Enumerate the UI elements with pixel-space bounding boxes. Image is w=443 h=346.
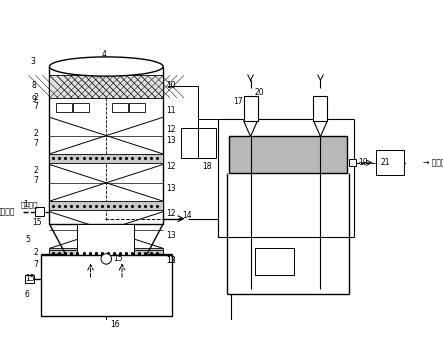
- Text: 13: 13: [167, 231, 176, 240]
- Bar: [99, 321, 113, 328]
- Text: 高炉煤气: 高炉煤气: [0, 207, 16, 216]
- Bar: [50, 75, 163, 98]
- Text: 3: 3: [30, 57, 35, 66]
- Text: 15: 15: [32, 218, 42, 227]
- Bar: [229, 136, 347, 173]
- Text: 17: 17: [233, 97, 243, 106]
- Text: 8: 8: [32, 81, 37, 90]
- Text: 高炉煤气: 高炉煤气: [20, 201, 38, 208]
- Bar: [56, 103, 72, 112]
- Bar: [350, 159, 356, 166]
- Text: 11: 11: [167, 106, 176, 115]
- Text: 12: 12: [167, 162, 176, 171]
- Bar: [113, 103, 128, 112]
- Bar: [41, 255, 172, 316]
- Text: 5: 5: [25, 235, 30, 244]
- Text: 16: 16: [111, 320, 120, 329]
- Text: 20: 20: [255, 88, 264, 97]
- Text: 2: 2: [34, 166, 39, 175]
- Bar: [50, 201, 163, 210]
- Text: 7: 7: [34, 139, 39, 148]
- Text: 18: 18: [202, 162, 212, 171]
- Bar: [244, 96, 257, 121]
- Bar: [129, 103, 145, 112]
- Text: 13: 13: [167, 136, 176, 145]
- Text: 7: 7: [34, 102, 39, 111]
- Text: 15: 15: [113, 254, 123, 263]
- Bar: [255, 248, 294, 275]
- Bar: [50, 66, 163, 224]
- Text: 6: 6: [25, 290, 30, 299]
- Text: 13: 13: [167, 184, 176, 193]
- Text: 12: 12: [167, 209, 176, 218]
- Text: 1: 1: [23, 200, 28, 209]
- Bar: [73, 103, 89, 112]
- Circle shape: [101, 254, 112, 264]
- Polygon shape: [244, 121, 257, 136]
- Bar: [25, 275, 34, 283]
- Bar: [50, 248, 163, 257]
- Bar: [50, 154, 163, 163]
- Bar: [376, 151, 404, 175]
- Polygon shape: [314, 121, 327, 136]
- Text: 12: 12: [167, 125, 176, 134]
- Text: 7: 7: [34, 260, 39, 268]
- Text: 2: 2: [34, 248, 39, 257]
- Bar: [181, 128, 216, 158]
- Bar: [50, 250, 163, 257]
- Text: → 硫回收: → 硫回收: [423, 158, 443, 167]
- Text: 12: 12: [167, 256, 176, 265]
- Text: 7: 7: [34, 176, 39, 185]
- Text: 15: 15: [25, 274, 35, 283]
- Text: 10: 10: [167, 81, 176, 90]
- Ellipse shape: [50, 57, 163, 76]
- Text: 9: 9: [32, 95, 37, 104]
- Bar: [314, 96, 327, 121]
- Text: 4: 4: [102, 50, 107, 59]
- Text: 19: 19: [358, 158, 368, 167]
- Text: 14: 14: [183, 211, 192, 220]
- Bar: [78, 224, 134, 283]
- Text: 21: 21: [381, 158, 390, 167]
- Bar: [35, 207, 44, 216]
- Text: 13: 13: [167, 256, 176, 265]
- Text: 2: 2: [34, 93, 39, 102]
- Text: 2: 2: [34, 129, 39, 138]
